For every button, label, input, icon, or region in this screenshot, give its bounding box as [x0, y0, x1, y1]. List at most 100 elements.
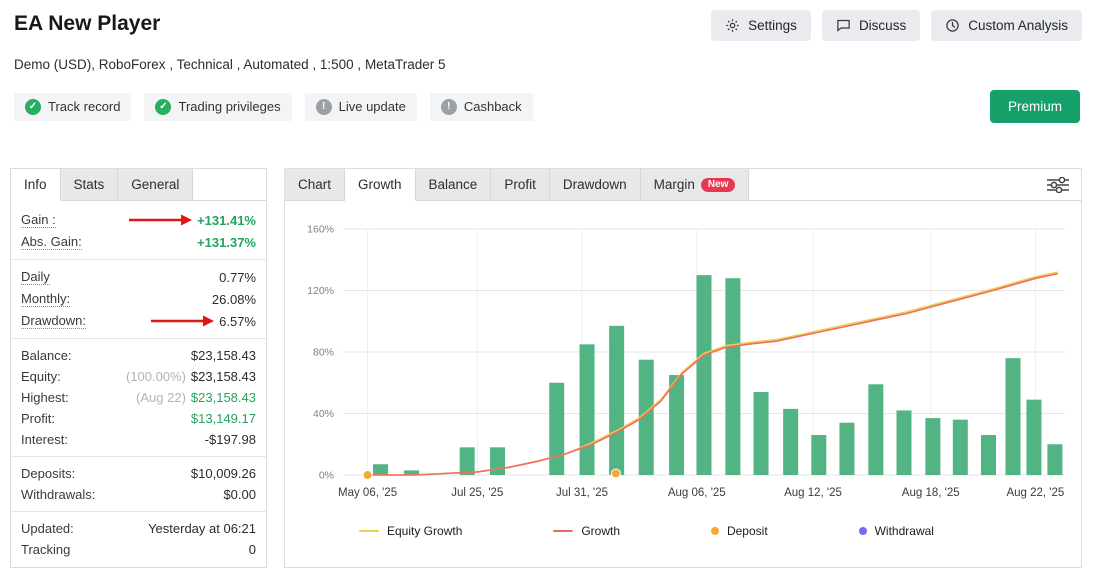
stat-value-group: $23,158.43 — [191, 348, 256, 363]
tab-balance[interactable]: Balance — [415, 169, 492, 200]
svg-text:Aug 22, '25: Aug 22, '25 — [1006, 487, 1064, 499]
stat-value: $23,158.43 — [190, 369, 256, 384]
tab-label: Drawdown — [562, 177, 627, 192]
stat-value: $0.00 — [223, 487, 256, 502]
info-row-balance: Balance: $23,158.43 — [11, 345, 266, 366]
tab-info[interactable]: Info — [11, 169, 61, 201]
discuss-label: Discuss — [858, 18, 907, 33]
stat-value-group: +131.41% — [128, 213, 256, 228]
chart-panel: Chart Growth Balance Profit Drawdown Margin Ne… — [284, 168, 1082, 568]
divider — [11, 511, 266, 512]
tab-drawdown[interactable]: Drawdown — [549, 169, 641, 200]
premium-button[interactable]: Premium — [989, 90, 1080, 123]
gear-icon — [725, 18, 740, 33]
chart-settings-icon[interactable] — [1047, 169, 1081, 200]
divider — [11, 456, 266, 457]
svg-text:40%: 40% — [313, 408, 334, 420]
legend-item-equity-growth[interactable]: Equity Growth — [359, 524, 462, 538]
info-row-gain: Gain : +131.41% — [11, 209, 266, 231]
stat-value-group: 6.57% — [150, 314, 256, 329]
new-badge: New — [700, 177, 736, 192]
svg-text:Jul 31, '25: Jul 31, '25 — [556, 487, 608, 499]
header: EA New Player Settings Discuss — [0, 0, 1094, 123]
legend-item-withdrawal[interactable]: Withdrawal — [858, 524, 934, 538]
stat-value-group: $13,149.17 — [191, 411, 256, 426]
svg-text:160%: 160% — [307, 224, 334, 236]
clock-icon — [945, 18, 960, 33]
stat-label[interactable]: Daily — [21, 269, 50, 285]
legend-line-swatch — [553, 530, 574, 532]
settings-button[interactable]: Settings — [711, 10, 811, 41]
badge-live-update[interactable]: ! Live update — [304, 92, 417, 121]
stat-value-group: 0.77% — [219, 270, 256, 285]
badge-cashback[interactable]: ! Cashback — [429, 92, 533, 121]
tab-chart[interactable]: Chart — [285, 169, 346, 200]
tab-stats[interactable]: Stats — [60, 169, 119, 200]
tab-profit[interactable]: Profit — [491, 169, 550, 200]
info-row-updated: Updated: Yesterday at 06:21 — [11, 518, 266, 539]
stat-label: Tracking — [21, 542, 71, 557]
divider — [11, 338, 266, 339]
check-icon: ✓ — [25, 98, 41, 115]
growth-chart: 0% 40% 80% 120% 160% May 06, '25 Jul 25, '25 Ju… — [307, 224, 1065, 499]
stat-value-group: (Aug 22) $23,158.43 — [136, 390, 256, 405]
svg-text:0%: 0% — [319, 470, 334, 482]
stat-value-group: -$197.98 — [205, 432, 256, 447]
legend-dot-swatch — [858, 527, 867, 535]
info-rows: Gain : +131.41% Abs. Gain: +131.37% Daily 0.7… — [11, 201, 266, 560]
main-content: Info Stats General Gain : +131.41% Abs. Gain… — [0, 123, 1094, 568]
info-row-withdrawals: Withdrawals: $0.00 — [11, 484, 266, 505]
svg-text:Jul 25, '25: Jul 25, '25 — [451, 487, 503, 499]
tab-label: Growth — [358, 177, 402, 192]
stat-value: 6.57% — [219, 313, 256, 329]
tab-margin[interactable]: Margin New — [640, 169, 750, 200]
stat-label[interactable]: Abs. Gain: — [21, 234, 82, 250]
badge-track-record[interactable]: ✓ Track record — [14, 92, 132, 121]
legend-label: Deposit — [726, 524, 768, 538]
stat-label: Profit: — [21, 411, 55, 426]
stat-label[interactable]: Gain : — [21, 212, 56, 228]
chart-body: 0% 40% 80% 120% 160% May 06, '25 Jul 25, '25 Ju… — [285, 201, 1081, 538]
chat-icon — [836, 18, 851, 33]
svg-text:Aug 12, '25: Aug 12, '25 — [784, 487, 842, 499]
info-row-drawdown: Drawdown: 6.57% — [11, 310, 266, 332]
chart-legend: Equity Growth Growth Deposit Withdrawal — [359, 524, 934, 538]
badge-label: Live update — [338, 99, 406, 114]
annotation-arrow-icon — [151, 315, 215, 327]
info-row-tracking: Tracking 0 — [11, 539, 266, 560]
legend-item-deposit[interactable]: Deposit — [710, 524, 768, 538]
custom-analysis-label: Custom Analysis — [968, 18, 1068, 33]
account-subtitle: Demo (USD), RoboForex , Technical , Auto… — [14, 57, 1082, 72]
stat-value: Yesterday at 06:21 — [148, 521, 256, 536]
stat-value: $13,149.17 — [190, 411, 256, 426]
svg-text:80%: 80% — [313, 347, 334, 359]
info-row-highest: Highest: (Aug 22) $23,158.43 — [11, 387, 266, 408]
stat-value: $23,158.43 — [190, 348, 256, 363]
badges-row: ✓ Track record ✓ Trading privileges ! Live up… — [14, 90, 1082, 123]
legend-label: Equity Growth — [387, 524, 463, 538]
stat-value-group: $10,009.26 — [191, 466, 256, 481]
legend-label: Growth — [581, 524, 621, 538]
info-row-equity: Equity: (100.00%) $23,158.43 — [11, 366, 266, 387]
stat-value: +131.41% — [197, 212, 256, 228]
tab-label: Margin — [653, 177, 695, 192]
discuss-button[interactable]: Discuss — [821, 10, 921, 41]
svg-text:120%: 120% — [307, 285, 334, 297]
info-row-abs-gain: Abs. Gain: +131.37% — [11, 231, 266, 253]
stat-label[interactable]: Monthly: — [21, 291, 71, 307]
broker-link[interactable]: RoboForex — [98, 57, 166, 72]
stat-value: 26.08% — [211, 291, 256, 307]
stat-label: Highest: — [21, 390, 69, 405]
info-panel: Info Stats General Gain : +131.41% Abs. Gain… — [10, 168, 267, 568]
stat-label[interactable]: Drawdown: — [21, 313, 87, 329]
divider — [11, 259, 266, 260]
stat-value: 0 — [248, 542, 256, 557]
legend-item-growth[interactable]: Growth — [553, 524, 620, 538]
tab-general[interactable]: General — [118, 169, 194, 200]
info-row-monthly: Monthly: 26.08% — [11, 288, 266, 310]
header-actions: Settings Discuss Custom Analysis — [711, 10, 1082, 41]
tab-growth[interactable]: Growth — [345, 169, 416, 201]
custom-analysis-button[interactable]: Custom Analysis — [931, 10, 1082, 41]
tab-label: Profit — [504, 177, 536, 192]
badge-trading-privileges[interactable]: ✓ Trading privileges — [144, 92, 292, 121]
